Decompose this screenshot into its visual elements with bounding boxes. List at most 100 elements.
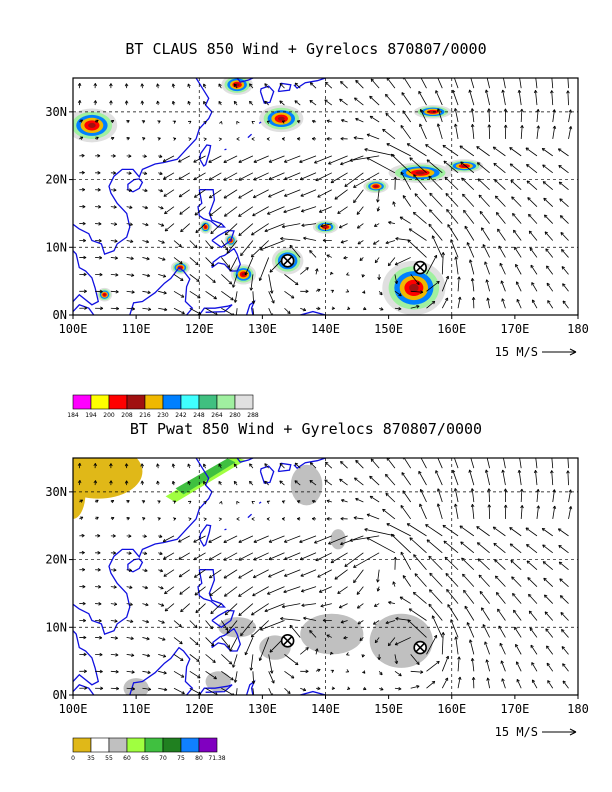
wind-arrowhead xyxy=(486,677,490,681)
wind-arrowhead xyxy=(345,289,350,293)
wind-arrowhead xyxy=(444,677,449,681)
wind-arrowhead xyxy=(382,508,386,513)
wind-vector xyxy=(268,569,285,578)
wind-arrowhead xyxy=(431,680,436,685)
wind-arrowhead xyxy=(223,593,228,597)
wind-vector xyxy=(392,201,396,207)
wind-arrowhead xyxy=(131,290,135,294)
wind-arrowhead xyxy=(402,458,406,460)
wind-vector xyxy=(110,653,119,656)
wind-vector xyxy=(385,113,396,123)
wind-arrowhead xyxy=(500,660,504,664)
wind-vector xyxy=(189,637,199,646)
wind-arrowhead xyxy=(109,100,113,104)
wind-vector xyxy=(420,109,427,123)
colorbar-swatch-8 xyxy=(216,394,236,410)
wind-arrowhead xyxy=(366,133,371,137)
wind-arrowhead xyxy=(159,171,163,176)
wind-arrowhead xyxy=(380,687,384,691)
wind-vector xyxy=(495,575,506,587)
wind-arrowhead xyxy=(197,675,201,679)
wind-arrowhead xyxy=(238,213,242,217)
wind-vector xyxy=(251,240,269,258)
wind-vector xyxy=(402,490,412,503)
wind-arrowhead xyxy=(296,137,301,141)
wind-arrowhead xyxy=(289,624,294,629)
wind-vector xyxy=(110,603,117,605)
wind-vector xyxy=(385,474,396,486)
wind-vector xyxy=(173,670,185,678)
wind-vector xyxy=(531,662,538,672)
wind-arrowhead xyxy=(193,539,197,543)
wind-arrowhead xyxy=(302,687,307,692)
wind-vector xyxy=(542,164,553,174)
wind-arrowhead xyxy=(510,559,514,564)
wind-arrowhead xyxy=(386,523,390,527)
wind-vector xyxy=(515,264,522,275)
wind-vector xyxy=(249,480,254,486)
wind-arrowhead xyxy=(481,607,485,611)
wind-vector xyxy=(289,244,301,258)
wind-vector xyxy=(110,189,117,191)
wind-arrowhead xyxy=(557,148,562,152)
wind-arrowhead xyxy=(394,280,399,284)
lon-tick-label: 160E xyxy=(437,702,466,716)
wind-arrowhead xyxy=(83,652,87,657)
wind-vector xyxy=(544,611,554,621)
wind-arrowhead xyxy=(392,201,396,205)
wind-arrowhead xyxy=(492,526,497,530)
wind-arrowhead xyxy=(160,206,164,210)
wind-arrowhead xyxy=(194,244,198,249)
wind-vector xyxy=(452,469,459,486)
wind-vector xyxy=(429,589,443,604)
wind-vector xyxy=(560,232,569,241)
wind-arrowhead xyxy=(181,690,185,695)
wind-arrowhead xyxy=(249,667,254,671)
coastline xyxy=(211,229,235,249)
wind-arrowhead xyxy=(268,539,273,543)
lon-tick-label: 120E xyxy=(185,702,214,716)
map-area xyxy=(73,454,578,695)
wind-arrowhead xyxy=(353,184,357,188)
wind-arrowhead xyxy=(131,273,135,277)
wind-vector xyxy=(126,637,134,640)
wind-vector xyxy=(466,242,475,258)
wind-arrowhead xyxy=(283,573,288,577)
wind-arrowhead xyxy=(445,655,450,660)
wind-arrowhead xyxy=(453,454,456,457)
wind-arrowhead xyxy=(559,198,563,202)
wind-arrowhead xyxy=(511,576,515,580)
wind-arrowhead xyxy=(268,574,272,578)
wind-arrowhead xyxy=(264,83,268,87)
wind-arrowhead xyxy=(315,557,319,562)
wind-vector xyxy=(509,527,522,537)
wind-arrowhead xyxy=(251,612,255,616)
wind-vector xyxy=(552,125,556,140)
wind-vector xyxy=(568,489,572,503)
lon-tick-label: 150E xyxy=(374,702,403,716)
wind-vector xyxy=(519,78,522,89)
wind-vector xyxy=(460,541,475,554)
wind-arrowhead xyxy=(353,516,357,520)
wind-vector xyxy=(158,586,164,590)
wind-vector xyxy=(535,90,538,106)
wind-arrowhead xyxy=(287,310,291,315)
wind-vector xyxy=(326,120,332,123)
wind-vector xyxy=(268,654,273,674)
wind-vector xyxy=(509,163,522,174)
wind-arrowhead xyxy=(388,220,392,225)
wind-vector xyxy=(561,249,569,258)
wind-vector xyxy=(180,223,191,233)
wind-arrowhead xyxy=(171,100,176,105)
wind-arrowhead xyxy=(157,517,161,521)
wind-vector xyxy=(209,586,222,597)
wind-arrowhead xyxy=(140,83,144,87)
wind-arrowhead xyxy=(373,603,378,607)
wind-arrowhead xyxy=(268,556,272,561)
wind-vector xyxy=(477,558,490,571)
wind-vector xyxy=(394,274,398,284)
wind-arrowhead xyxy=(143,534,147,538)
bottom-panel-title: BT Pwat 850 Wind + Gyrelocs 870807/0000 xyxy=(129,420,483,438)
wind-vector xyxy=(240,240,254,256)
wind-vector xyxy=(567,78,569,89)
